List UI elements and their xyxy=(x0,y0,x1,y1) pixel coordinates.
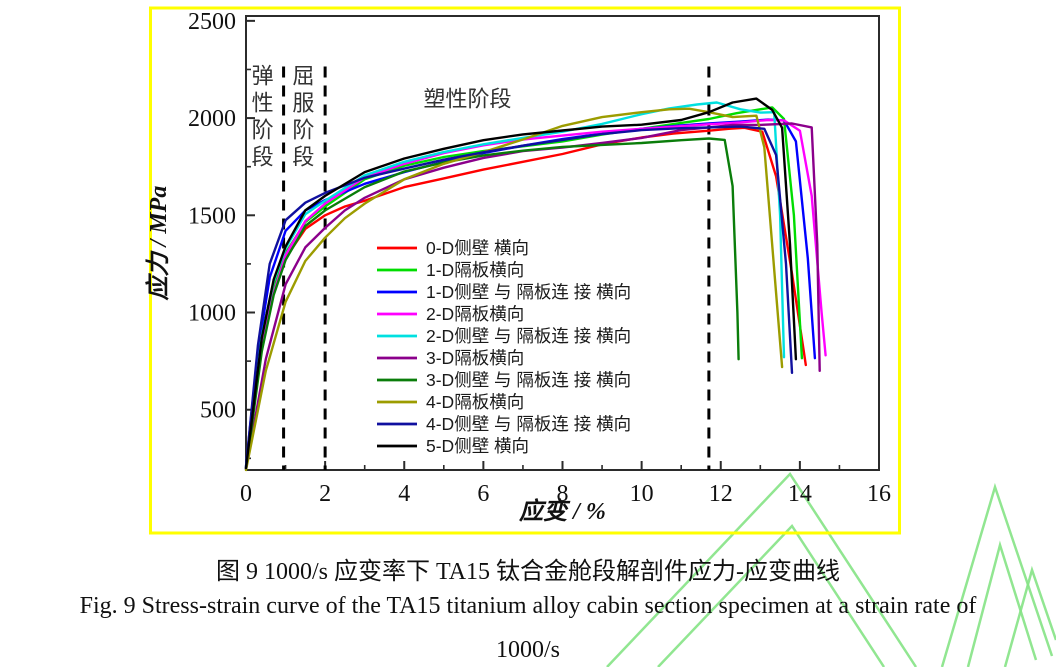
figure-caption-english-line2: 1000/s xyxy=(495,637,560,663)
stage-annotation-char: 段 xyxy=(292,145,314,170)
legend-label-8: 4-D侧壁 与 隔板连 接 横向 xyxy=(426,414,631,434)
watermark-line xyxy=(940,482,1054,667)
y-tick-label: 500 xyxy=(200,398,236,424)
legend-label-7: 4-D隔板横向 xyxy=(426,392,524,412)
highlight-border xyxy=(149,6,901,535)
y-axis-label: 应力 / MPa xyxy=(145,186,172,302)
x-tick-label: 4 xyxy=(398,481,410,507)
x-tick-label: 8 xyxy=(557,481,569,507)
y-tick-label: 1500 xyxy=(188,203,236,229)
watermark xyxy=(606,471,1056,667)
figure-caption-chinese: 图 9 1000/s 应变率下 TA15 钛合金舱段解剖件应力-应变曲线 xyxy=(215,559,841,585)
x-tick-label: 12 xyxy=(709,481,733,507)
x-tick-label: 16 xyxy=(867,481,891,507)
x-tick-label: 0 xyxy=(240,481,252,507)
x-tick-label: 10 xyxy=(630,481,654,507)
stage-annotation: 塑性阶段 xyxy=(424,87,512,112)
y-tick-label: 2000 xyxy=(188,106,236,132)
x-tick-label: 14 xyxy=(788,481,812,507)
series-line-9 xyxy=(244,97,798,470)
legend-label-9: 5-D侧壁 横向 xyxy=(426,436,529,456)
series-lines xyxy=(244,97,827,472)
legend-label-4: 2-D侧壁 与 隔板连 接 横向 xyxy=(426,326,631,346)
stage-annotation-char: 屈 xyxy=(292,64,314,89)
watermark-line xyxy=(1003,565,1056,667)
stage-annotation-char: 段 xyxy=(252,145,274,170)
stage-annotation-char: 阶 xyxy=(252,118,274,143)
axes: 0 2 4 6 8 10 12 14 16 500 1000 1500 2000 2500 xyxy=(188,9,891,507)
x-axis-label: 应变 / % xyxy=(518,498,606,525)
x-tick-label: 6 xyxy=(477,481,489,507)
legend-label-2: 1-D侧壁 与 隔板连 接 横向 xyxy=(426,282,631,302)
legend-label-0: 0-D侧壁 横向 xyxy=(426,238,529,258)
series-line-6 xyxy=(244,137,740,471)
stage-annotation-char: 弹 xyxy=(252,64,274,89)
legend-label-6: 3-D侧壁 与 隔板连 接 横向 xyxy=(426,370,631,390)
watermark-line xyxy=(606,471,918,667)
watermark-line xyxy=(657,523,886,667)
series-line-8 xyxy=(244,125,794,469)
stage-annotation-char: 服 xyxy=(292,91,314,116)
legend-label-1: 1-D隔板横向 xyxy=(426,260,524,280)
figure-caption-english: Fig. 9 Stress-strain curve of the TA15 t… xyxy=(79,593,977,619)
y-tick-label: 1000 xyxy=(188,301,236,327)
stage-annotation-char: 阶 xyxy=(292,118,314,143)
y-tick-label: 2500 xyxy=(188,9,236,35)
stage-annotation-char: 性 xyxy=(252,91,274,116)
legend-label-5: 3-D隔板横向 xyxy=(426,348,524,368)
x-tick-label: 2 xyxy=(319,481,331,507)
watermark-line xyxy=(966,540,1038,667)
legend-label-3: 2-D隔板横向 xyxy=(426,304,524,324)
